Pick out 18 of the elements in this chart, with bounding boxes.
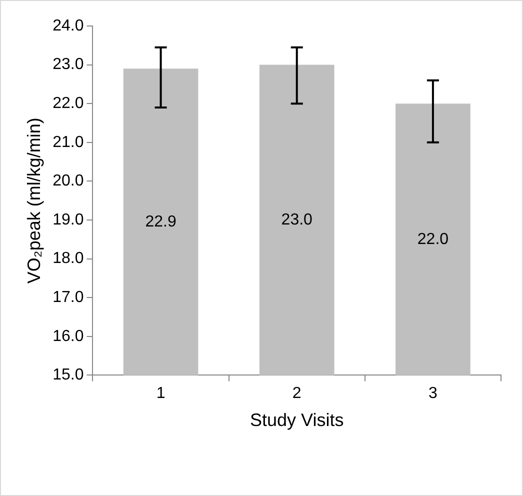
y-tick-label: 21.0 bbox=[52, 134, 84, 151]
y-tick-label: 17.0 bbox=[52, 289, 84, 306]
y-tick-label: 24.0 bbox=[52, 17, 84, 34]
x-tick-label: 1 bbox=[156, 385, 166, 402]
y-tick-label: 20.0 bbox=[52, 172, 84, 190]
data-label: 22.9 bbox=[145, 213, 176, 230]
x-tick-label: 2 bbox=[292, 385, 302, 402]
y-tick-label: 22.0 bbox=[52, 95, 84, 112]
y-tick-label: 16.0 bbox=[52, 328, 84, 345]
y-tick-label: 19.0 bbox=[52, 211, 84, 228]
y-tick-label: 23.0 bbox=[52, 56, 84, 74]
y-tick-label: 18.0 bbox=[52, 250, 84, 268]
y-axis-title: VO₂peak (ml/kg/min) bbox=[24, 118, 44, 284]
data-label: 23.0 bbox=[281, 211, 313, 228]
data-label: 22.0 bbox=[417, 230, 449, 248]
x-tick-label: 3 bbox=[428, 385, 438, 402]
y-tick-label: 15.0 bbox=[52, 366, 84, 384]
x-axis-title: Study Visits bbox=[250, 410, 344, 430]
